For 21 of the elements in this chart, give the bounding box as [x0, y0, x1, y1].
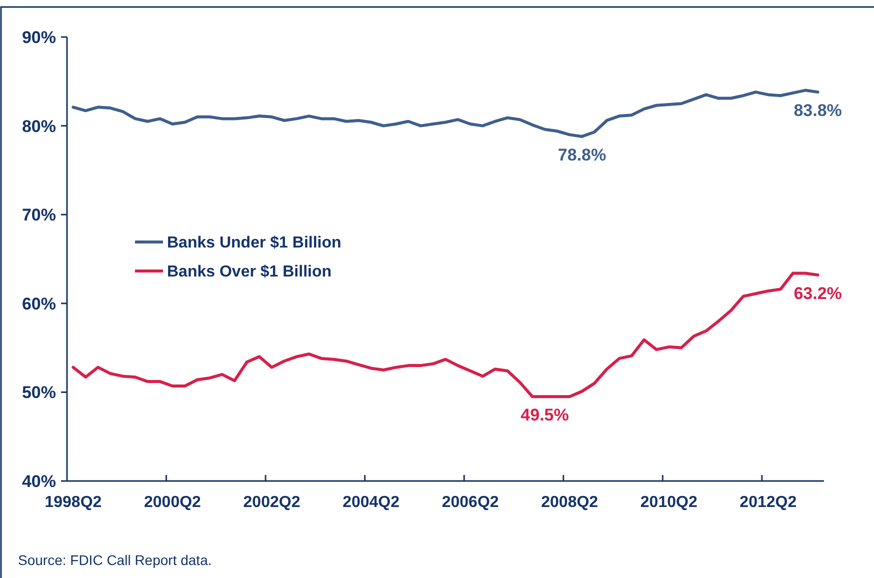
y-tick-label: 90%: [22, 28, 56, 47]
y-tick-label: 70%: [22, 206, 56, 225]
y-tick-label: 60%: [22, 294, 56, 314]
y-tick-label: 80%: [22, 116, 56, 136]
x-tick-label: 2000Q2: [144, 494, 202, 511]
data-label: 49.5%: [520, 406, 569, 425]
x-tick-label: 2012Q2: [740, 494, 797, 511]
source-note: Source: FDIC Call Report data.: [18, 552, 212, 568]
y-tick-label: 50%: [22, 383, 56, 402]
x-tick-label: 2006Q2: [442, 494, 499, 511]
data-label: 78.8%: [558, 145, 606, 164]
legend-label: Banks Under $1 Billion: [167, 234, 342, 252]
legend-label: Banks Over $1 Billion: [167, 264, 332, 281]
x-tick-label: 2004Q2: [342, 494, 400, 511]
data-label: 83.8%: [794, 101, 842, 120]
x-tick-label: 2010Q2: [640, 494, 698, 511]
data-label: 63.2%: [794, 284, 842, 303]
x-tick-label: 2002Q2: [243, 494, 300, 511]
y-tick-label: 40%: [22, 472, 56, 491]
x-tick-label: 1998Q2: [44, 494, 102, 511]
x-tick-label: 2008Q2: [541, 494, 598, 511]
